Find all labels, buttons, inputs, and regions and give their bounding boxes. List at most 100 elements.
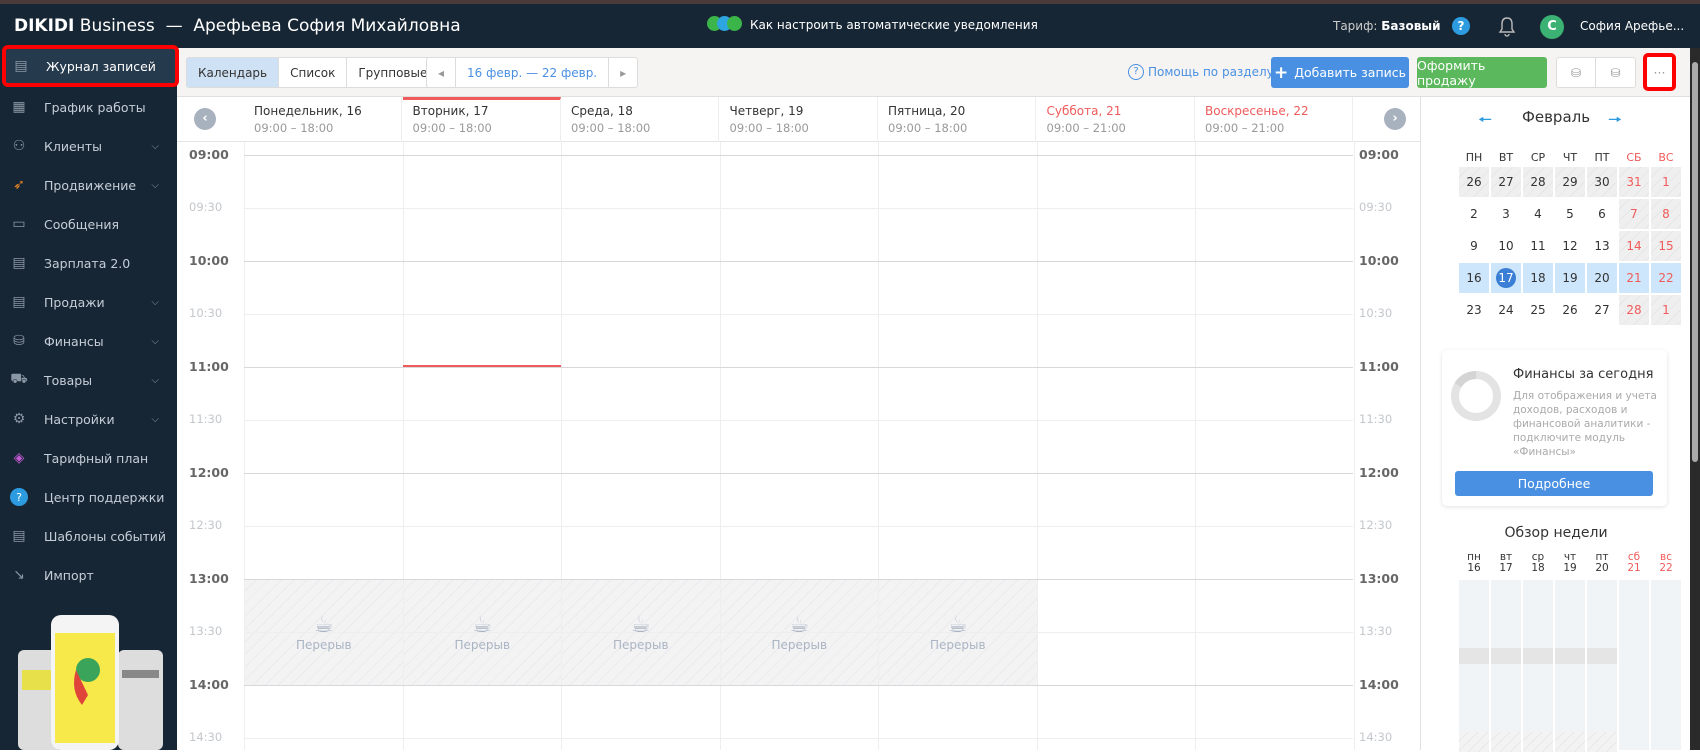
user-menu[interactable]: София Арефье... xyxy=(1580,19,1685,33)
day-header-3[interactable]: Четверг, 19 09:00 – 18:00 xyxy=(720,97,878,142)
day-header-2[interactable]: Среда, 18 09:00 – 18:00 xyxy=(561,97,719,142)
calendar-day[interactable]: 22 xyxy=(1651,263,1681,293)
calendar-day[interactable]: 27 xyxy=(1587,295,1617,325)
week-day-load-bar[interactable] xyxy=(1523,580,1553,752)
cash-in-icon[interactable]: ⛁ xyxy=(1557,58,1597,87)
calendar-day[interactable]: 1 xyxy=(1651,167,1681,197)
prev-week-arrow[interactable]: ‹ xyxy=(194,108,216,130)
calendar-day[interactable]: 12 xyxy=(1555,231,1585,261)
calendar-day[interactable]: 31 xyxy=(1619,167,1649,197)
calendar-day[interactable]: 30 xyxy=(1587,167,1617,197)
calendar-day[interactable]: 24 xyxy=(1491,295,1521,325)
day-header-5[interactable]: Суббота, 21 09:00 – 21:00 xyxy=(1037,97,1195,142)
calendar-day[interactable]: 1 xyxy=(1651,295,1681,325)
calendar-day[interactable]: 3 xyxy=(1491,199,1521,229)
calendar-day[interactable]: 28 xyxy=(1619,295,1649,325)
next-week-button[interactable]: ▸ xyxy=(620,65,627,80)
tab-group[interactable]: Групповые xyxy=(358,65,428,80)
sidebar-item-3[interactable]: ➶ Продвижение ⌵ xyxy=(0,166,177,204)
more-button[interactable]: ··· xyxy=(1643,53,1676,91)
make-sale-button[interactable]: Оформить продажу xyxy=(1417,57,1547,88)
sidebar-item-6[interactable]: ▤ Продажи ⌵ xyxy=(0,283,177,321)
sidebar-item-2[interactable]: ⚇ Клиенты ⌵ xyxy=(0,127,177,165)
weekday-label: ВТ xyxy=(1498,151,1514,164)
week-day-load-bar[interactable] xyxy=(1491,580,1521,752)
calendar-day[interactable]: 23 xyxy=(1459,295,1489,325)
next-month-arrow[interactable]: 🠖 xyxy=(1608,110,1623,129)
weekday-label: СБ xyxy=(1626,151,1642,164)
calendar-day[interactable]: 15 xyxy=(1651,231,1681,261)
sidebar-item-5[interactable]: ▤ Зарплата 2.0 xyxy=(0,244,177,282)
prev-week-button[interactable]: ◂ xyxy=(427,58,457,87)
calendar-day[interactable]: 26 xyxy=(1555,295,1585,325)
calendar-day[interactable]: 26 xyxy=(1459,167,1489,197)
calendar-day[interactable]: 13 xyxy=(1587,231,1617,261)
plus-icon: + xyxy=(1274,62,1289,83)
week-day-load-bar[interactable] xyxy=(1651,580,1681,750)
weekday: сб xyxy=(1627,551,1641,563)
week-day-load-bar[interactable] xyxy=(1555,580,1585,752)
scrollbar-thumb[interactable] xyxy=(1692,62,1698,462)
time-label-right: 13:00 xyxy=(1359,571,1399,586)
help-icon[interactable]: ? xyxy=(1452,17,1470,35)
sidebar-item-12[interactable]: ▤ Шаблоны событий xyxy=(0,517,177,555)
calendar-day[interactable]: 7 xyxy=(1619,199,1649,229)
calendar-grid[interactable]: ☕ Перерыв ☕ Перерыв ☕ Перерыв ☕ Перерыв ☕ Перерыв… xyxy=(177,142,1420,750)
time-label-left: 11:00 xyxy=(189,359,229,374)
sidebar-item-11[interactable]: ? Центр поддержки xyxy=(0,478,177,516)
calendar-day[interactable]: 10 xyxy=(1491,231,1521,261)
calendar-day[interactable]: 19 xyxy=(1555,263,1585,293)
more-info-button[interactable]: Подробнее xyxy=(1455,471,1653,496)
calendar-day[interactable]: 29 xyxy=(1555,167,1585,197)
avatar[interactable]: С xyxy=(1540,15,1564,39)
time-gridline xyxy=(244,155,1353,156)
week-day-load-bar[interactable] xyxy=(1587,580,1617,752)
week-day-load-bar[interactable] xyxy=(1459,580,1489,752)
add-appointment-button[interactable]: + Добавить запись xyxy=(1271,57,1409,88)
calendar-day[interactable]: 9 xyxy=(1459,231,1489,261)
sidebar-item-0[interactable]: ▤ Журнал записей xyxy=(2,45,179,87)
tab-calendar[interactable]: Календарь xyxy=(187,58,280,87)
sidebar-item-7[interactable]: ⛁ Финансы ⌵ xyxy=(0,322,177,360)
sidebar-item-10[interactable]: ◈ Тарифный план xyxy=(0,439,177,477)
notification-link[interactable]: Как настроить автоматические уведомления xyxy=(707,16,1038,34)
cash-out-icon[interactable]: ⛁ xyxy=(1610,65,1621,80)
week-day-load-bar[interactable] xyxy=(1619,580,1649,750)
sidebar-item-label: Сообщения xyxy=(44,216,120,232)
day-header-1[interactable]: Вторник, 17 09:00 – 18:00 xyxy=(402,97,561,142)
calendar-day[interactable]: 8 xyxy=(1651,199,1681,229)
calendar-day[interactable]: 11 xyxy=(1523,231,1553,261)
calendar-day[interactable]: 27 xyxy=(1491,167,1521,197)
sidebar-item-13[interactable]: ↘ Импорт xyxy=(0,556,177,594)
help-section-link[interactable]: ? Помощь по разделу xyxy=(1128,64,1274,80)
brand[interactable]: DIKIDI Business — Арефьева София Михайло… xyxy=(14,16,461,36)
sidebar-item-4[interactable]: ▭ Сообщения xyxy=(0,205,177,243)
sidebar-item-label: Продажи xyxy=(44,294,105,310)
calendar-day[interactable]: 20 xyxy=(1587,263,1617,293)
calendar-day[interactable]: 18 xyxy=(1523,263,1553,293)
prev-month-arrow[interactable]: 🠔 xyxy=(1478,110,1493,129)
day-header-6[interactable]: Воскресенье, 22 09:00 – 21:00 xyxy=(1195,97,1353,142)
calendar-day[interactable]: 17 xyxy=(1491,263,1521,293)
bell-icon[interactable] xyxy=(1497,16,1517,38)
day-header-4[interactable]: Пятница, 20 09:00 – 18:00 xyxy=(878,97,1036,142)
calendar-day[interactable]: 4 xyxy=(1523,199,1553,229)
calendar-day[interactable]: 14 xyxy=(1619,231,1649,261)
sidebar-item-1[interactable]: ▦ График работы xyxy=(0,88,177,126)
calendar-day[interactable]: 5 xyxy=(1555,199,1585,229)
calendar-day[interactable]: 6 xyxy=(1587,199,1617,229)
day-header-0[interactable]: Понедельник, 16 09:00 – 18:00 xyxy=(244,97,402,142)
sidebar-item-8[interactable]: ⛟ Товары ⌵ xyxy=(0,361,177,399)
next-week-arrow[interactable]: › xyxy=(1384,108,1406,130)
tab-list[interactable]: Список xyxy=(279,58,348,87)
calendar-day[interactable]: 28 xyxy=(1523,167,1553,197)
calendar-day[interactable]: 21 xyxy=(1619,263,1649,293)
calendar-day[interactable]: 2 xyxy=(1459,199,1489,229)
mobile-app-promo-image[interactable] xyxy=(18,615,163,750)
date-range[interactable]: 16 февр. — 22 февр. xyxy=(456,58,610,87)
day-number: 15 xyxy=(1658,239,1674,253)
calendar-day[interactable]: 25 xyxy=(1523,295,1553,325)
tariff[interactable]: Тариф: Базовый xyxy=(1333,19,1441,33)
calendar-day[interactable]: 16 xyxy=(1459,263,1489,293)
sidebar-item-9[interactable]: ⚙ Настройки ⌵ xyxy=(0,400,177,438)
